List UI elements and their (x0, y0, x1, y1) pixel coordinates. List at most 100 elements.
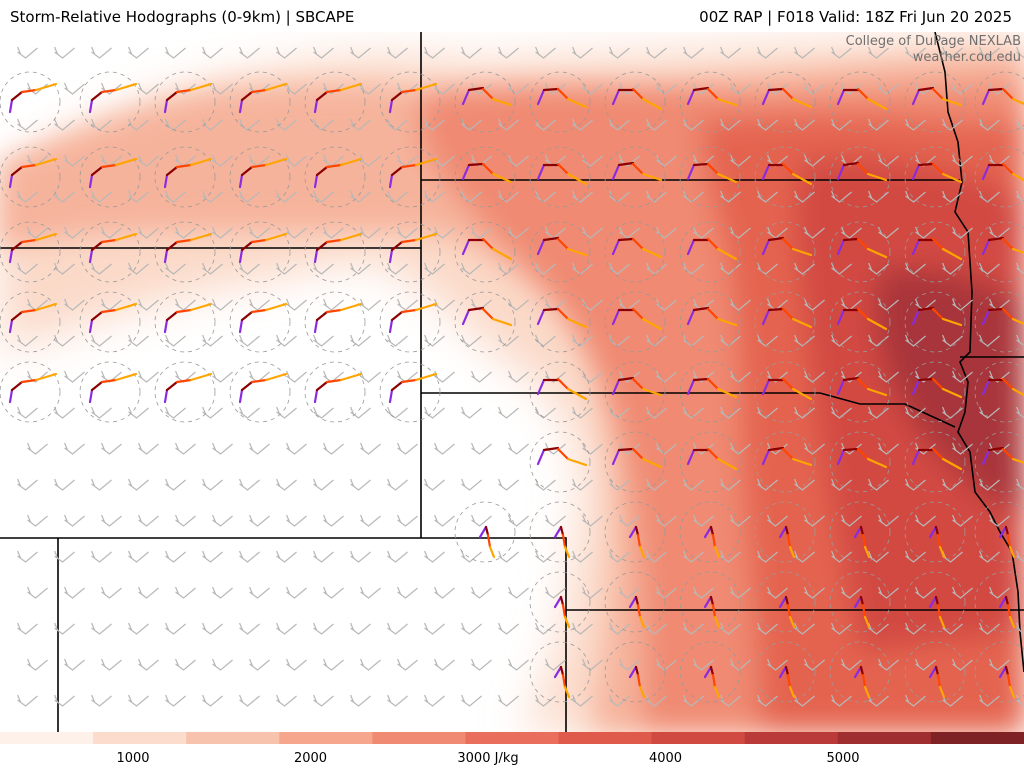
sbcape-hodograph-map (0, 32, 1024, 732)
hodograph-range-ring (604, 291, 666, 353)
hodograph-segment (936, 603, 942, 619)
hodograph-segment (917, 162, 935, 167)
hodograph-segment (34, 372, 58, 382)
hodograph-segment (1011, 387, 1024, 397)
hodograph-segment (189, 157, 213, 167)
hodograph-segment (931, 87, 945, 101)
wind-barb (471, 154, 492, 167)
wind-barb (313, 46, 334, 59)
hodograph-segment (556, 162, 570, 176)
wind-barb (461, 478, 482, 491)
wind-barb (165, 622, 186, 635)
hodograph-segment (566, 317, 588, 329)
wind-barb (831, 46, 852, 59)
hodograph-segment (114, 82, 138, 92)
wind-barb (878, 370, 899, 383)
hodograph-segment (686, 88, 696, 106)
wind-barb (720, 694, 741, 707)
hodograph-segment (553, 525, 563, 539)
wind-barb (841, 586, 862, 599)
hodograph-range-ring (454, 501, 516, 563)
hodograph-segment (114, 372, 138, 382)
wind-barb (64, 514, 85, 527)
wind-barb (239, 46, 260, 59)
wind-barb (276, 478, 297, 491)
wind-barb (878, 226, 899, 239)
hodograph-segment (987, 236, 1005, 242)
wind-barb (313, 334, 334, 347)
hodograph-segment (611, 378, 621, 396)
hodograph-range-ring (604, 221, 666, 283)
wind-barb (831, 478, 852, 491)
hodograph-segment (781, 447, 795, 461)
wind-barb (434, 514, 455, 527)
hodograph-segment (836, 238, 846, 256)
hodograph-segment (709, 525, 715, 537)
wind-barb (878, 154, 899, 167)
wind-barb (350, 550, 371, 563)
hodograph-segment (315, 310, 329, 322)
hodograph-segment (1011, 317, 1024, 326)
wind-barb (989, 370, 1010, 383)
hodograph-segment (981, 308, 991, 326)
hodograph-segment (400, 308, 418, 314)
wind-barb (683, 694, 704, 707)
wind-barb (767, 658, 788, 671)
wind-barb (138, 442, 159, 455)
hodograph-segment (388, 98, 394, 114)
wind-barb (202, 46, 223, 59)
wind-barb (498, 334, 519, 347)
hodograph-segment (853, 525, 863, 539)
hodograph-segment (861, 673, 867, 689)
wind-barb (535, 406, 556, 419)
hodograph-segment (636, 673, 642, 689)
wind-barb (138, 298, 159, 311)
hodograph-segment (542, 307, 560, 312)
hodograph-segment (315, 240, 329, 252)
wind-barb (424, 406, 445, 419)
hodograph-segment (853, 665, 863, 679)
hodograph-segment (491, 317, 513, 327)
hodograph-range-ring (604, 146, 666, 208)
colorbar-segment (837, 732, 932, 744)
wind-barb (461, 622, 482, 635)
hodograph-range-ring (829, 361, 891, 423)
wind-barb (656, 82, 677, 95)
hodograph-segment (917, 306, 935, 312)
hodograph-segment (390, 310, 404, 322)
colorbar-segment (372, 732, 467, 744)
wind-barb (804, 658, 825, 671)
wind-barb (313, 478, 334, 491)
wind-barb (54, 118, 75, 131)
wind-barb (17, 190, 38, 203)
hodograph-segment (1008, 545, 1016, 559)
hodograph-segment (611, 238, 621, 256)
hodograph-segment (250, 163, 268, 169)
wind-barb (64, 226, 85, 239)
wind-barb (17, 550, 38, 563)
hodograph-range-ring (529, 571, 591, 633)
wind-barb (915, 154, 936, 167)
hodograph-segment (931, 377, 945, 391)
wind-barb (942, 118, 963, 131)
wind-barb (767, 370, 788, 383)
wind-barb (54, 262, 75, 275)
hodograph-segment (998, 595, 1008, 609)
wind-barb (757, 190, 778, 203)
wind-barb (239, 406, 260, 419)
hodograph-segment (339, 232, 363, 242)
hodograph-segment (938, 545, 946, 559)
wind-barb (54, 550, 75, 563)
hodograph-segment (240, 380, 254, 392)
colorbar-segment (186, 732, 281, 744)
hodograph-segment (388, 173, 394, 189)
wind-barb (360, 442, 381, 455)
wind-barb (212, 226, 233, 239)
hodograph-segment (611, 308, 621, 326)
hodograph-segment (414, 372, 438, 382)
wind-barb (202, 550, 223, 563)
hodograph-range-ring (529, 431, 591, 493)
wind-barb (757, 550, 778, 563)
hodograph-segment (264, 157, 288, 167)
hodograph-range-ring (529, 71, 591, 133)
